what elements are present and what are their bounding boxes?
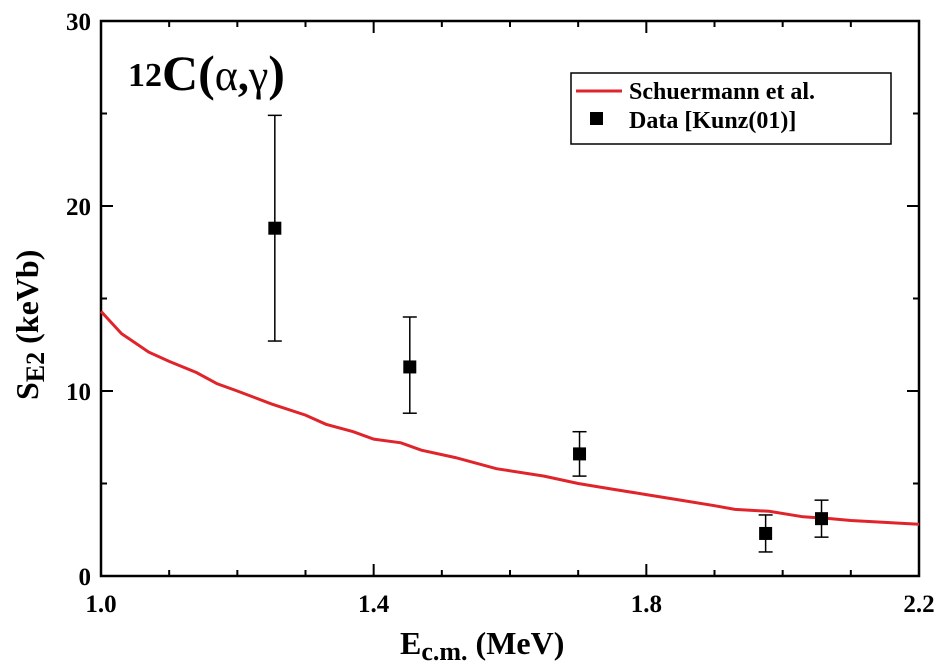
legend-label-kunz: Data [Kunz(01)]: [629, 108, 796, 134]
data-point: [268, 221, 282, 235]
x-tick-label: 2.2: [903, 591, 934, 618]
data-point: [403, 360, 417, 374]
y-axis-title: SE2 (keVb): [9, 250, 50, 400]
y-tick-label: 10: [66, 379, 91, 406]
legend-box: [570, 72, 892, 145]
series-line-schuermann: [99, 310, 920, 526]
axis-tick-labels: 1.0 1.4 1.8 2.2 0 10 20 30: [66, 9, 935, 618]
axis-ticks: [100, 20, 920, 577]
y-tick-label: 20: [66, 194, 91, 221]
legend-label-schuermann: Schuermann et al.: [629, 79, 815, 105]
x-tick-label: 1.8: [631, 591, 662, 618]
panel-label: 12C(α,γ): [128, 45, 285, 101]
legend: Schuermann et al. Data [Kunz(01)]: [570, 72, 892, 145]
y-tick-label: 0: [79, 564, 92, 591]
x-tick-label: 1.0: [85, 591, 116, 618]
legend-marker-swatch: [590, 112, 603, 125]
x-axis-title: Ec.m. (MeV): [400, 625, 564, 664]
data-point: [815, 512, 829, 526]
data-point: [759, 526, 773, 540]
x-tick-label: 1.4: [358, 591, 390, 618]
y-tick-label: 30: [66, 9, 91, 36]
data-point: [573, 447, 587, 461]
data-points-kunz: [267, 114, 829, 553]
